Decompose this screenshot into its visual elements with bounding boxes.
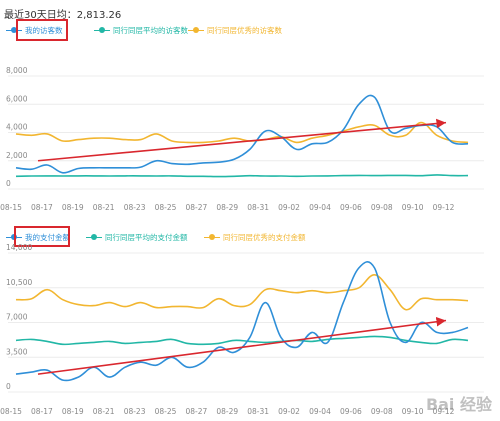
x-tick-label: 08-25 xyxy=(155,203,177,212)
x-tick-label: 08-29 xyxy=(216,203,238,212)
legend-item-orange-top[interactable]: 同行同层优秀的访客数 xyxy=(188,22,282,38)
x-tick-label: 08-19 xyxy=(62,203,84,212)
legend-item-teal-top[interactable]: 同行同层平均的访客数 xyxy=(94,22,188,38)
x-tick-label: 08-21 xyxy=(93,203,115,212)
y-tick-label: 2,000 xyxy=(6,151,28,160)
y-tick-label: 6,000 xyxy=(6,94,28,103)
y-tick-label: 3,500 xyxy=(6,347,28,356)
legend-top: 我的访客数 同行同层平均的访客数 同行同层优秀的访客数 xyxy=(0,22,500,38)
y-tick-label: 10,500 xyxy=(6,278,32,287)
x-tick-label: 08-15 xyxy=(0,203,22,212)
y-tick-label: 14,000 xyxy=(6,243,32,252)
watermark-text: Bai 经验 xyxy=(425,395,492,414)
x-tick-label: 09-08 xyxy=(371,203,393,212)
highlight-box-top xyxy=(16,19,68,41)
y-tick-label: 0 xyxy=(6,382,11,391)
x-tick-label: 09-10 xyxy=(402,203,424,212)
x-tick-label: 08-21 xyxy=(93,407,115,416)
legend-label: 我的访客数 xyxy=(25,25,63,35)
x-tick-label: 08-23 xyxy=(124,407,146,416)
legend-item-blue-top[interactable]: 我的访客数 xyxy=(6,22,63,38)
series-line-blue xyxy=(15,261,469,382)
x-tick-label: 08-29 xyxy=(216,407,238,416)
x-tick-label: 08-27 xyxy=(185,203,207,212)
x-tick-label: 08-17 xyxy=(31,407,53,416)
x-tick-label: 08-31 xyxy=(247,203,269,212)
payment-chart: 0 3,500 7,000 10,500 14,000 08-15 08-17 08-19 08… xyxy=(0,243,484,416)
legend-marker-icon xyxy=(204,232,220,242)
series-line-blue xyxy=(15,94,469,174)
daily-average-summary: 最近30天日均：2,813.26 xyxy=(4,10,122,21)
y-tick-label: 0 xyxy=(6,179,11,188)
highlight-box-bottom xyxy=(14,226,70,247)
legend-label: 同行同层平均的支付金额 xyxy=(105,232,188,242)
legend-label: 同行同层优秀的访客数 xyxy=(207,25,282,35)
trend-arrow xyxy=(37,118,447,162)
x-tick-label: 08-15 xyxy=(0,407,22,416)
legend-item-orange-bottom[interactable]: 同行同层优秀的支付金额 xyxy=(204,229,306,245)
legend-marker-icon xyxy=(94,25,110,35)
x-tick-label: 08-31 xyxy=(247,407,269,416)
x-tick-label: 08-27 xyxy=(185,407,207,416)
x-tick-label: 09-02 xyxy=(278,407,300,416)
x-tick-label: 09-08 xyxy=(371,407,393,416)
y-tick-label: 8,000 xyxy=(6,66,28,75)
legend-label: 同行同层优秀的支付金额 xyxy=(223,232,306,242)
x-tick-label: 08-17 xyxy=(31,203,53,212)
x-tick-label: 09-12 xyxy=(433,407,455,416)
series-line-teal xyxy=(15,335,469,346)
x-tick-label: 09-04 xyxy=(309,407,331,416)
x-tick-label: 09-12 xyxy=(433,203,455,212)
baidu-watermark: Bai 经验 xyxy=(426,391,492,415)
legend-item-teal-bottom[interactable]: 同行同层平均的支付金额 xyxy=(86,229,188,245)
x-tick-label: 09-06 xyxy=(340,203,362,212)
x-tick-label: 09-04 xyxy=(309,203,331,212)
y-tick-label: 4,000 xyxy=(6,123,28,132)
visitors-chart: 0 2,000 4,000 6,000 8,000 08-15 08-17 08-19 08-2… xyxy=(0,66,484,212)
legend-marker-icon xyxy=(188,25,204,35)
x-tick-label: 09-10 xyxy=(402,407,424,416)
x-tick-label: 09-02 xyxy=(278,203,300,212)
legend-label: 同行同层平均的访客数 xyxy=(113,25,188,35)
y-tick-label: 7,000 xyxy=(6,313,28,322)
x-tick-label: 08-23 xyxy=(124,203,146,212)
series-line-teal xyxy=(15,174,469,178)
x-tick-label: 08-19 xyxy=(62,407,84,416)
legend-marker-icon xyxy=(6,25,22,35)
legend-marker-icon xyxy=(86,232,102,242)
trend-arrow xyxy=(37,317,447,375)
x-tick-label: 08-25 xyxy=(155,407,177,416)
legend-label: 我的支付金额 xyxy=(25,232,70,242)
x-tick-label: 09-06 xyxy=(340,407,362,416)
series-line-orange xyxy=(15,274,469,311)
series-line-orange xyxy=(15,121,469,144)
